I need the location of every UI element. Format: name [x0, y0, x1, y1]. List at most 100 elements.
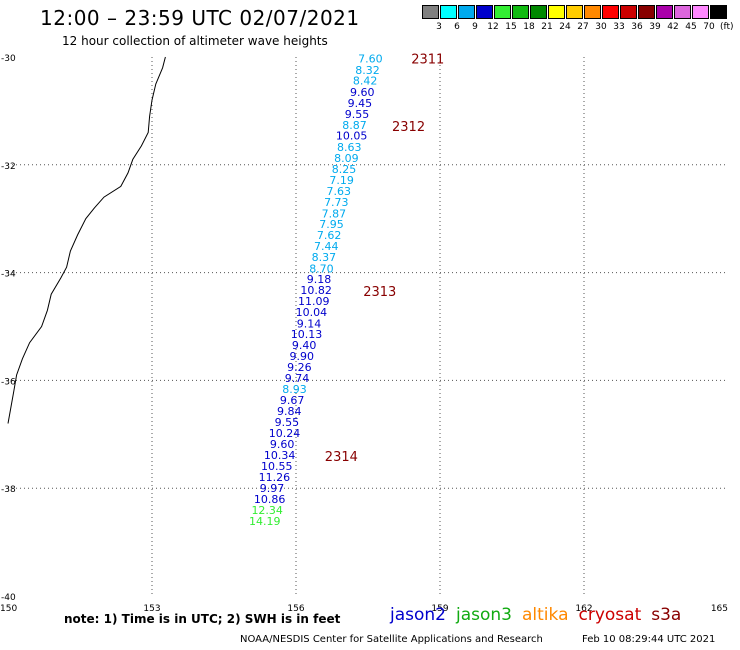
- legend-label: 42: [667, 22, 679, 32]
- latitude-label: -32: [1, 162, 16, 172]
- coastline: [7, 56, 166, 424]
- legend-swatch: [656, 5, 673, 19]
- satellite-legend: jason2 jason3 altika cryosat s3a: [390, 605, 691, 625]
- swh-value: 9.60: [350, 86, 375, 99]
- legend-swatch: [674, 5, 691, 19]
- swh-value: 9.26: [287, 361, 312, 374]
- legend-swatch: [530, 5, 547, 19]
- swh-value: 9.97: [260, 482, 285, 495]
- swh-value: 8.93: [282, 383, 307, 396]
- swh-value: 14.19: [249, 515, 281, 528]
- latitude-label: -30: [1, 54, 16, 64]
- swh-value: 7.60: [358, 53, 383, 66]
- legend-label: 18: [523, 22, 535, 32]
- swh-value: 10.04: [296, 306, 328, 319]
- legend-label: 9: [472, 22, 478, 32]
- map-title: 12:00 – 23:59 UTC 02/07/2021: [40, 6, 360, 30]
- swh-value: 9.45: [348, 97, 373, 110]
- generated-timestamp: Feb 10 08:29:44 UTC 2021: [582, 634, 716, 645]
- swh-value: 9.67: [280, 394, 305, 407]
- swh-value: 10.55: [261, 460, 293, 473]
- legend-label: 39: [649, 22, 661, 32]
- legend-label: 45: [685, 22, 697, 32]
- swh-value: 8.42: [353, 75, 378, 88]
- swh-value: 7.73: [324, 196, 349, 209]
- time-marker: 2311: [411, 53, 444, 68]
- lat-lon-grid: [8, 57, 728, 596]
- swh-value: 7.63: [326, 185, 351, 198]
- legend-swatch: [422, 5, 439, 19]
- swh-value: 9.14: [297, 317, 322, 330]
- legend-swatch: [476, 5, 493, 19]
- swh-value: 8.25: [332, 163, 357, 176]
- swh-value: 10.34: [264, 449, 296, 462]
- satellite-cryosat-label: cryosat: [578, 605, 642, 625]
- longitude-label: 156: [287, 604, 304, 614]
- swh-value: 10.05: [336, 130, 368, 143]
- legend-swatch: [584, 5, 601, 19]
- time-marker: 2312: [392, 120, 425, 135]
- swh-value: 9.55: [275, 416, 300, 429]
- swh-value: 9.60: [270, 438, 295, 451]
- altimeter-track: 7.608.328.429.609.459.558.8710.058.638.0…: [249, 53, 383, 528]
- legend-label: 12: [487, 22, 499, 32]
- coastline-path: [7, 56, 166, 424]
- satellite-jason3-label: jason3: [456, 605, 512, 625]
- swh-value: 8.32: [355, 64, 380, 77]
- legend-label: 21: [541, 22, 553, 32]
- swh-value: 10.86: [254, 493, 286, 506]
- swh-value: 7.44: [314, 240, 339, 253]
- time-markers: 2311 2312 2313 2314: [325, 53, 444, 465]
- satellite-s3a-label: s3a: [651, 605, 682, 625]
- legend-swatch: [512, 5, 529, 19]
- legend-label: 30: [595, 22, 607, 32]
- satellite-jason2-label: jason2: [390, 605, 446, 625]
- swh-value: 8.09: [334, 152, 359, 165]
- swh-value: 9.18: [307, 273, 332, 286]
- swh-value: 7.62: [317, 229, 342, 242]
- longitude-label: 159: [431, 604, 448, 614]
- units-note: note: 1) Time is in UTC; 2) SWH is in fe…: [64, 612, 341, 626]
- legend-label: 33: [613, 22, 625, 32]
- swh-value: 9.90: [290, 350, 315, 363]
- legend-label: 36: [631, 22, 643, 32]
- latitude-label: -40: [1, 593, 16, 603]
- swh-value: 12.34: [251, 504, 283, 517]
- swh-value: 11.09: [298, 295, 330, 308]
- legend-unit: (ft): [720, 22, 734, 32]
- legend-swatch: [692, 5, 709, 19]
- legend-swatch: [602, 5, 619, 19]
- longitude-label: 150: [0, 604, 17, 614]
- legend-swatch: [548, 5, 565, 19]
- legend-swatch: [566, 5, 583, 19]
- legend-label: 27: [577, 22, 589, 32]
- swh-value: 8.70: [309, 262, 334, 275]
- swh-value: 9.40: [292, 339, 317, 352]
- legend-label: 15: [505, 22, 517, 32]
- longitude-label: 162: [575, 604, 592, 614]
- legend-swatch: [710, 5, 727, 19]
- latitude-label: -34: [1, 270, 16, 280]
- swh-value: 10.13: [291, 328, 323, 341]
- legend-swatch: [638, 5, 655, 19]
- swh-value: 7.95: [319, 218, 344, 231]
- swh-value: 10.24: [269, 427, 301, 440]
- longitude-label: 153: [143, 604, 160, 614]
- swh-value: 9.55: [345, 108, 370, 121]
- swh-value: 8.37: [312, 251, 337, 264]
- legend-label: 3: [436, 22, 442, 32]
- latitude-label: -38: [1, 485, 16, 495]
- legend-label: 24: [559, 22, 571, 32]
- legend-label: 70: [703, 22, 715, 32]
- credit-text: NOAA/NESDIS Center for Satellite Applica…: [240, 634, 543, 645]
- longitude-label: 165: [711, 604, 728, 614]
- legend-label: 6: [454, 22, 460, 32]
- latitude-label: -36: [1, 377, 16, 387]
- swh-value: 8.63: [337, 141, 362, 154]
- map-subtitle: 12 hour collection of altimeter wave hei…: [62, 34, 328, 48]
- legend-swatch: [440, 5, 457, 19]
- swh-value: 10.82: [300, 284, 332, 297]
- swh-value: 9.84: [277, 405, 302, 418]
